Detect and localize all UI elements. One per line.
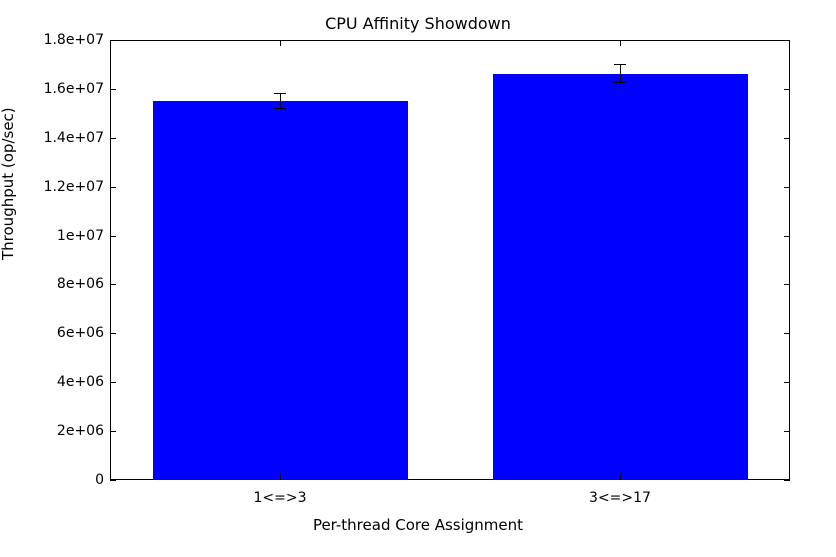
y-tick-mark (110, 236, 116, 237)
error-bar-cap (614, 82, 626, 83)
error-bar-cap (274, 108, 286, 109)
y-tick-mark (110, 333, 116, 334)
y-tick-label: 0 (14, 472, 104, 488)
y-tick-mark (784, 480, 790, 481)
error-bar (620, 64, 621, 81)
x-tick-mark (280, 40, 281, 46)
y-tick-mark (110, 89, 116, 90)
y-tick-label: 1.4e+07 (14, 130, 104, 146)
chart-title: CPU Affinity Showdown (0, 14, 836, 33)
y-tick-mark (784, 187, 790, 188)
error-bar-cap (614, 64, 626, 65)
y-tick-mark (110, 187, 116, 188)
y-tick-mark (784, 40, 790, 41)
y-tick-label: 6e+06 (14, 325, 104, 341)
y-tick-mark (784, 138, 790, 139)
x-tick-mark (620, 40, 621, 46)
y-tick-mark (110, 480, 116, 481)
x-axis-label: Per-thread Core Assignment (0, 516, 836, 534)
error-bar-cap (274, 93, 286, 94)
y-tick-label: 8e+06 (14, 276, 104, 292)
y-tick-mark (110, 138, 116, 139)
y-tick-label: 1.2e+07 (14, 179, 104, 195)
bar (153, 101, 408, 480)
y-tick-mark (784, 284, 790, 285)
y-tick-mark (110, 431, 116, 432)
y-tick-mark (110, 40, 116, 41)
y-tick-label: 1.6e+07 (14, 81, 104, 97)
y-tick-mark (110, 284, 116, 285)
y-tick-label: 4e+06 (14, 374, 104, 390)
y-tick-mark (784, 236, 790, 237)
y-tick-mark (784, 431, 790, 432)
y-tick-label: 1e+07 (14, 228, 104, 244)
y-tick-mark (784, 89, 790, 90)
y-tick-mark (784, 382, 790, 383)
error-bar (280, 93, 281, 109)
chart-container: CPU Affinity Showdown Throughput (op/sec… (0, 0, 836, 557)
bar (493, 74, 748, 480)
y-tick-mark (110, 382, 116, 383)
y-tick-label: 2e+06 (14, 423, 104, 439)
x-tick-mark (620, 474, 621, 480)
y-tick-label: 1.8e+07 (14, 32, 104, 48)
y-tick-mark (784, 333, 790, 334)
x-tick-mark (280, 474, 281, 480)
x-tick-label: 3<=>17 (589, 490, 651, 506)
x-tick-label: 1<=>3 (253, 490, 306, 506)
